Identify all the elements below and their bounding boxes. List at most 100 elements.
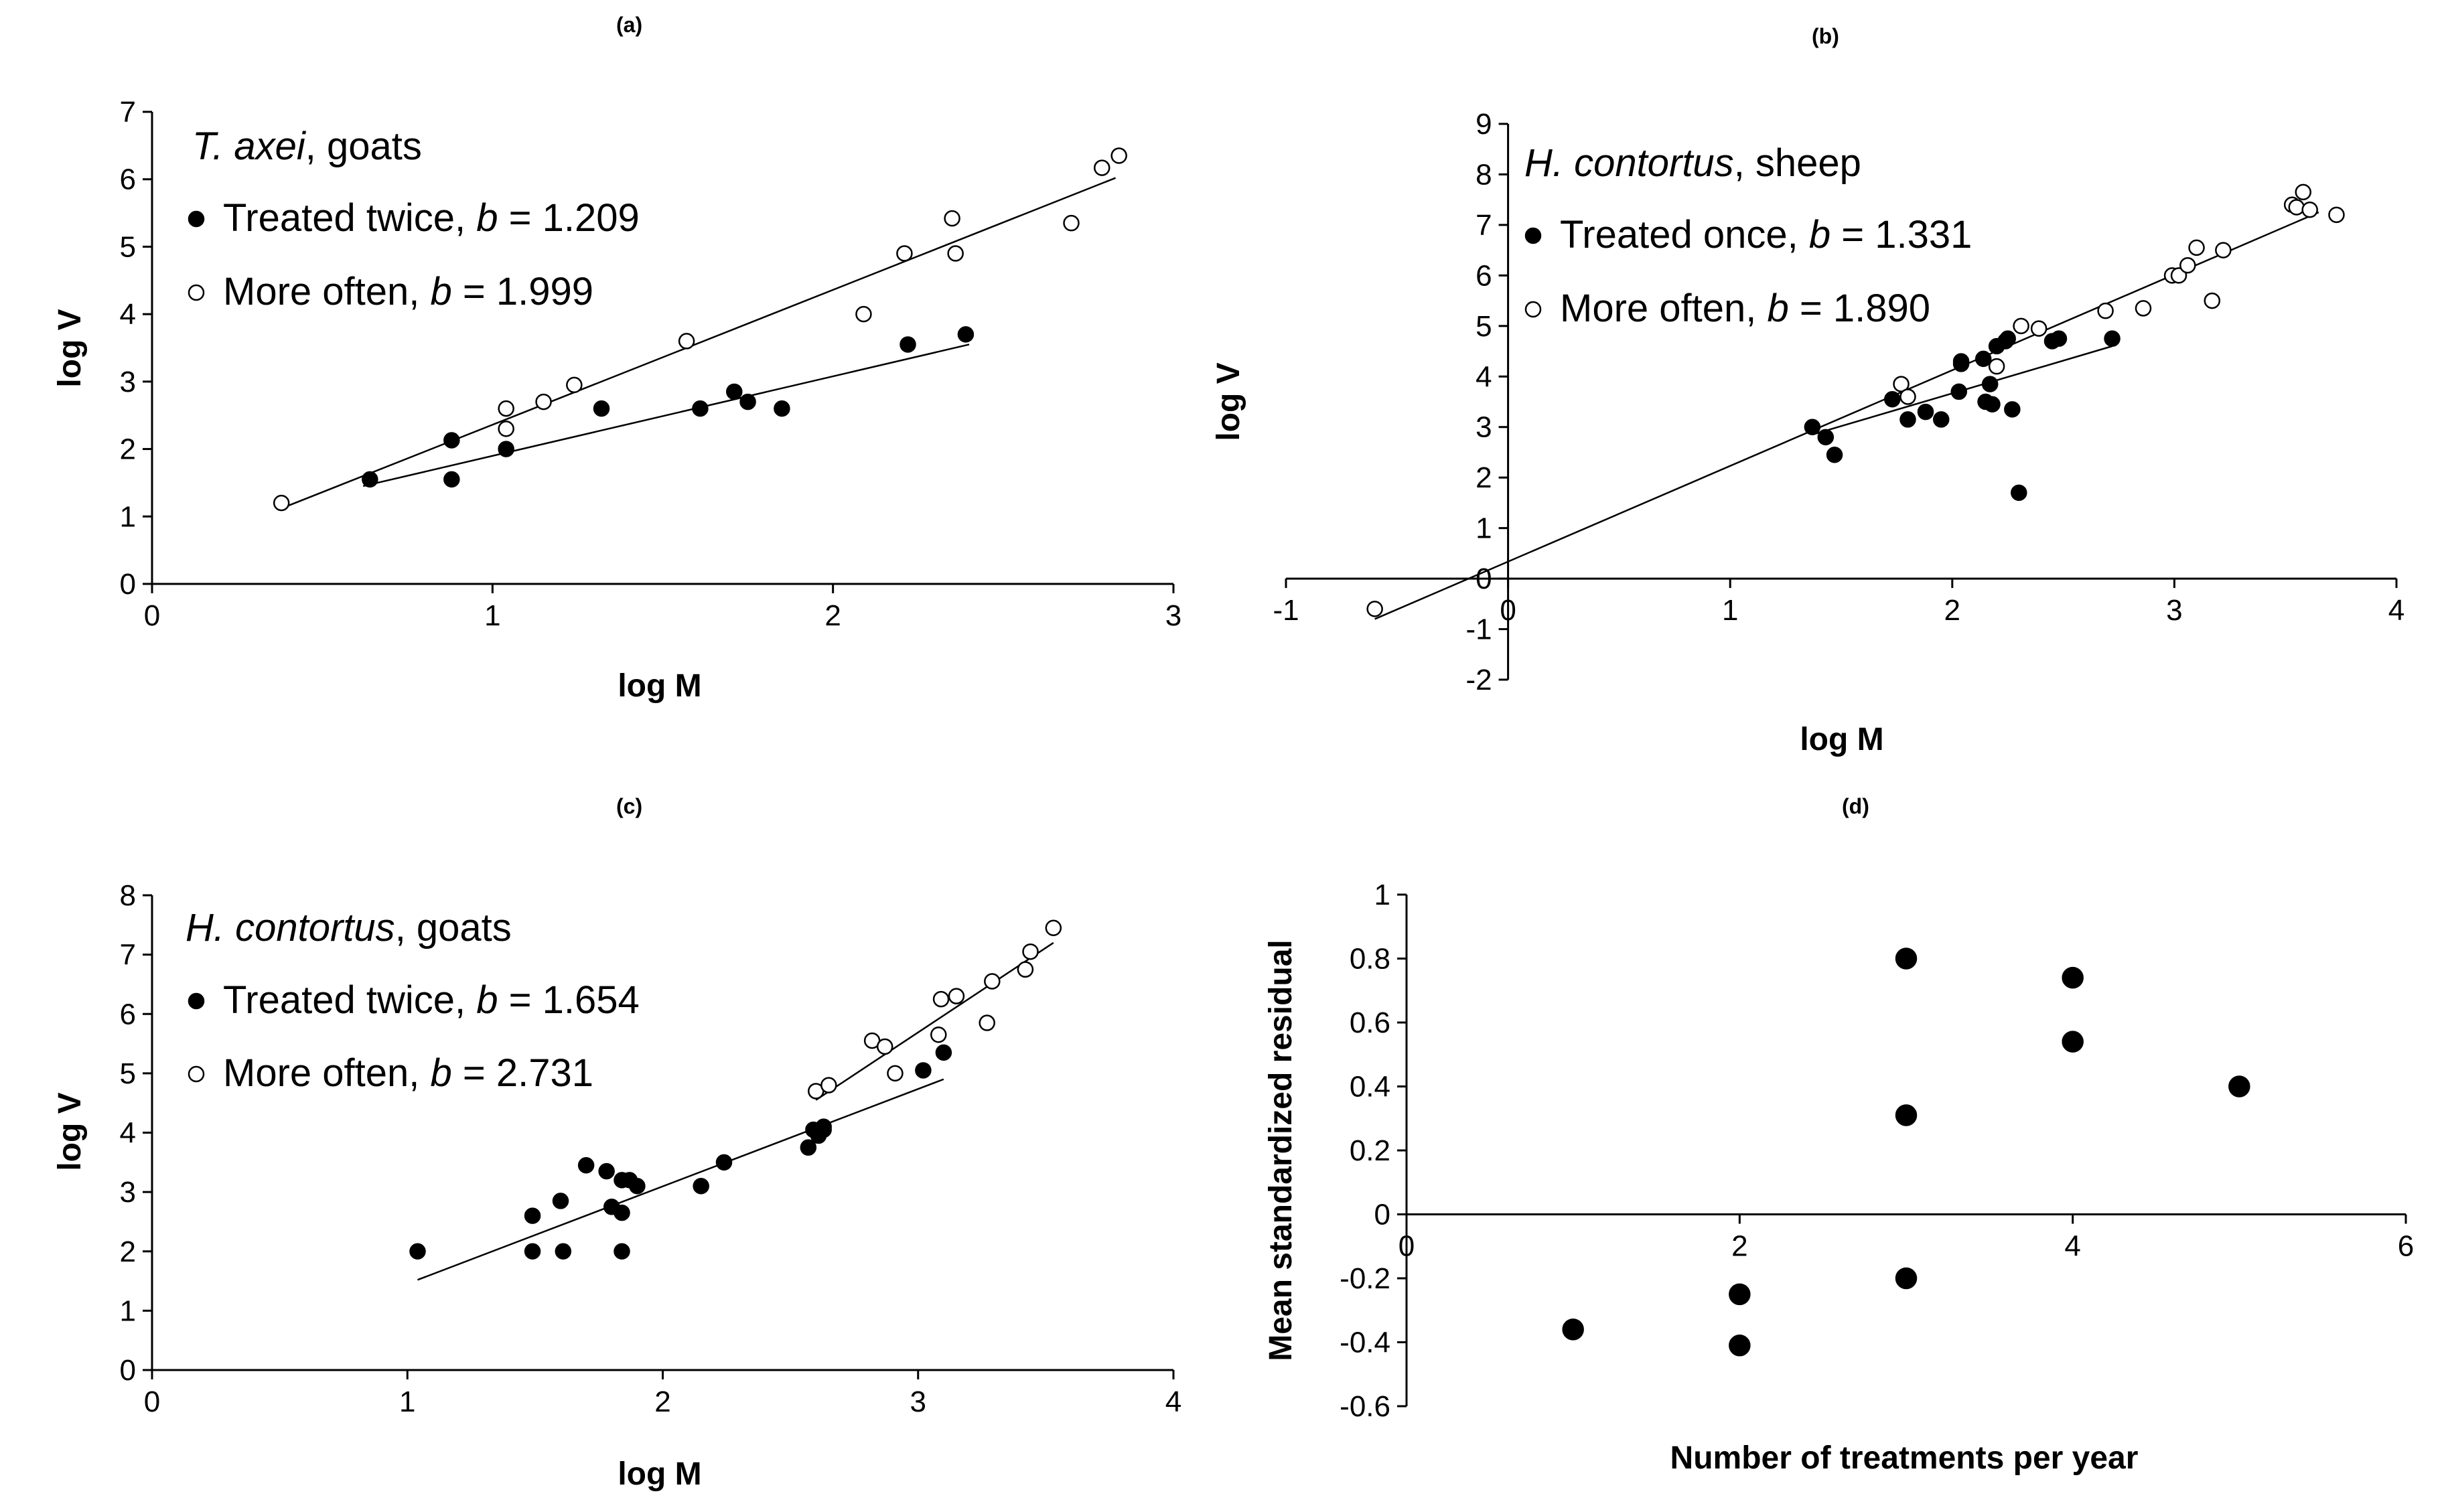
y-tick-label: 0.8 xyxy=(1350,943,1390,976)
filled-data-point xyxy=(726,383,743,400)
open-data-point xyxy=(2030,320,2048,337)
filled-data-point xyxy=(2004,401,2021,418)
legend-entry: More often, b = 1.999 xyxy=(223,270,593,313)
fit-line-more-often xyxy=(1374,211,2319,620)
filled-data-point xyxy=(443,471,460,488)
legend-b-value: = 1.999 xyxy=(452,270,593,313)
y-tick-label: 4 xyxy=(120,298,136,331)
open-data-point xyxy=(876,1038,893,1055)
open-data-point xyxy=(566,376,583,394)
y-tick-label: 0.2 xyxy=(1350,1134,1390,1167)
filled-data-point xyxy=(1984,396,2001,413)
open-data-point xyxy=(1022,943,1039,960)
y-tick-label: 2 xyxy=(120,433,136,466)
y-tick-label: 2 xyxy=(1476,461,1492,494)
y-tick-label: -0.2 xyxy=(1340,1262,1390,1295)
legend-b-symbol: b xyxy=(476,978,498,1022)
open-data-point xyxy=(2135,300,2152,317)
legend-entry: More often, b = 1.890 xyxy=(1560,287,1930,330)
y-tick-label: 5 xyxy=(120,230,136,263)
x-tick-label: 0 xyxy=(144,599,160,632)
open-data-point xyxy=(2170,267,2187,284)
species-name: H. contortus xyxy=(1524,141,1734,185)
x-tick-label: 4 xyxy=(2388,594,2404,627)
legend-b-symbol: b xyxy=(476,196,498,240)
open-data-point xyxy=(887,1065,904,1082)
y-tick-label: 4 xyxy=(1476,360,1492,393)
y-tick-label: 0.4 xyxy=(1350,1071,1390,1104)
panel-label-d: (d) xyxy=(1842,794,1869,818)
host-name: , goats xyxy=(395,906,512,950)
filled-data-point xyxy=(524,1207,541,1224)
filled-data-point xyxy=(498,441,514,457)
legend-b-symbol: b xyxy=(1767,287,1788,330)
panel-label-c: (c) xyxy=(616,794,642,818)
y-tick-label: 5 xyxy=(1476,310,1492,343)
filled-data-point xyxy=(800,1139,817,1156)
filled-data-point xyxy=(1729,1335,1751,1357)
x-axis-title: log M xyxy=(1800,722,1883,757)
y-tick-label: -2 xyxy=(1465,664,1492,696)
y-tick-label: 4 xyxy=(120,1117,136,1150)
open-data-point xyxy=(855,305,872,323)
y-tick-label: 1 xyxy=(120,500,136,533)
x-tick-label: 6 xyxy=(2398,1230,2414,1263)
filled-data-point xyxy=(957,326,975,343)
y-tick-label: 6 xyxy=(1476,259,1492,292)
open-data-point xyxy=(1063,214,1080,232)
x-tick-label: 3 xyxy=(1165,599,1181,632)
chart-panel-d: (d)0 2 4 6-0.6-0.4-0.200.20.40.60.81Number … xyxy=(1263,794,2414,1476)
y-tick-label: 1 xyxy=(1374,879,1390,911)
filled-data-point xyxy=(815,1118,832,1135)
filled-data-point xyxy=(614,1243,630,1260)
filled-data-point xyxy=(555,1243,572,1260)
filled-data-point xyxy=(593,400,610,417)
filled-data-point xyxy=(900,336,916,353)
y-tick-label: 5 xyxy=(120,1057,136,1090)
open-data-point xyxy=(948,988,965,1004)
open-data-point xyxy=(1893,376,1910,392)
filled-data-point xyxy=(2062,966,2084,989)
y-tick-label: 0 xyxy=(1374,1199,1390,1231)
species-name: T. axei xyxy=(192,125,307,168)
open-data-point xyxy=(932,990,950,1008)
filled-data-point xyxy=(692,400,709,417)
legend-label: More often, xyxy=(223,1051,430,1095)
legend-b-symbol: b xyxy=(1809,213,1830,256)
legend-b-value: = 1.209 xyxy=(498,196,639,240)
x-tick-label: 0 xyxy=(1398,1230,1415,1263)
filled-data-point xyxy=(1562,1318,1584,1341)
legend-marker xyxy=(188,284,205,301)
open-data-point xyxy=(2295,183,2311,201)
filled-data-point xyxy=(915,1062,932,1079)
open-data-point xyxy=(2097,302,2114,319)
species-title: H. contortus, sheep xyxy=(1524,141,1861,185)
panel-label-b: (b) xyxy=(1812,24,1839,48)
species-title: H. contortus, goats xyxy=(186,906,512,950)
species-name: H. contortus xyxy=(186,906,395,950)
filled-data-point xyxy=(1950,383,1967,400)
x-tick-label: 1 xyxy=(1722,594,1738,627)
x-tick-label: 1 xyxy=(399,1385,415,1418)
y-tick-label: 6 xyxy=(120,163,136,196)
filled-data-point xyxy=(2062,1031,2084,1053)
open-data-point xyxy=(979,1014,995,1031)
open-data-point xyxy=(273,494,290,512)
fit-line-more-often xyxy=(815,941,1054,1101)
x-tick-label: 1 xyxy=(484,599,500,632)
host-name: , goats xyxy=(305,125,422,168)
legend-b-value: = 1.331 xyxy=(1830,213,1972,256)
legend-label: More often, xyxy=(1560,287,1767,330)
fit-line-more-often xyxy=(281,177,1117,510)
filled-data-point xyxy=(409,1243,426,1260)
fit-line-treated-twice xyxy=(417,1078,944,1281)
filled-data-point xyxy=(1826,446,1843,463)
filled-data-point xyxy=(524,1243,541,1260)
filled-data-point xyxy=(443,432,460,449)
filled-data-point xyxy=(715,1154,733,1171)
y-tick-label: 8 xyxy=(120,879,136,912)
y-tick-label: 7 xyxy=(120,939,136,972)
legend-marker xyxy=(1524,301,1542,318)
